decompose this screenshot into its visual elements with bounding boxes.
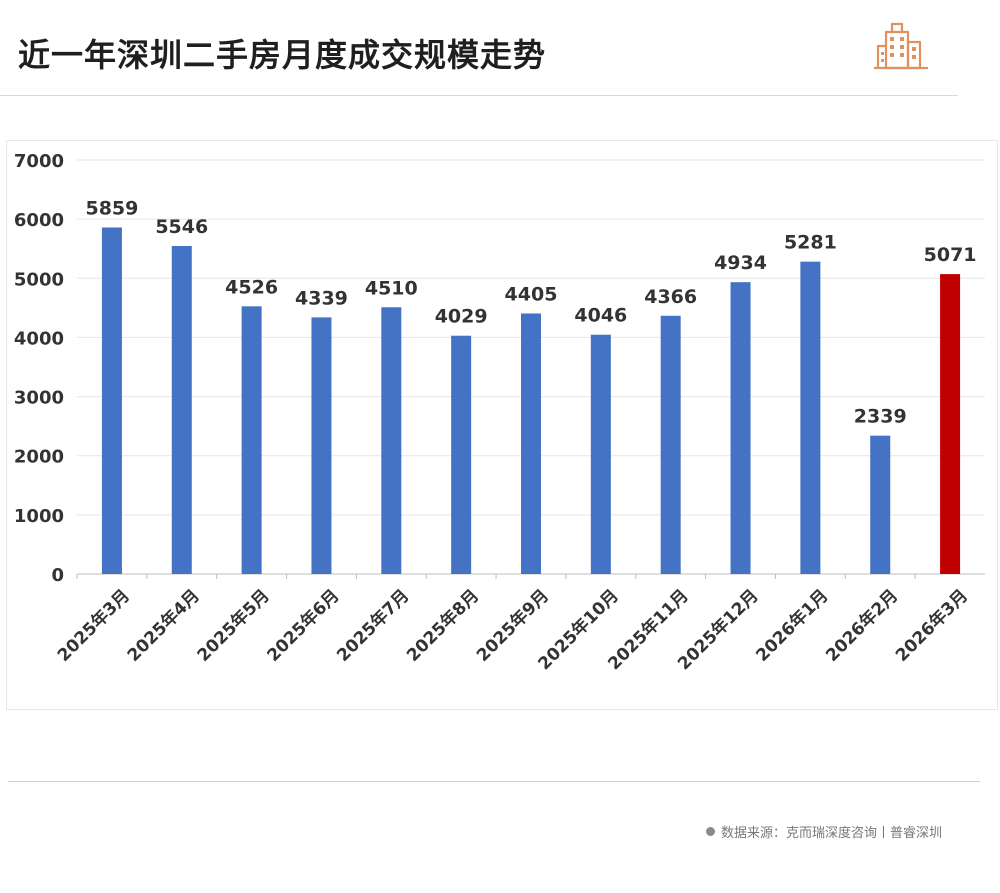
bar xyxy=(870,435,891,574)
plot-frame xyxy=(6,140,998,710)
data-label: 4934 xyxy=(714,252,767,274)
y-tick-label: 2000 xyxy=(14,447,64,468)
bar xyxy=(940,274,961,574)
data-label: 4526 xyxy=(225,276,278,298)
y-tick-label: 4000 xyxy=(14,328,64,349)
bar xyxy=(660,315,681,574)
bar xyxy=(800,261,821,574)
y-tick-label: 1000 xyxy=(14,506,64,527)
data-label: 2339 xyxy=(854,406,907,428)
bar xyxy=(241,306,262,574)
data-label: 4366 xyxy=(644,286,697,308)
y-tick-label: 6000 xyxy=(14,210,64,231)
x-tick-label: 2025年4月 xyxy=(123,585,204,666)
bar xyxy=(311,317,332,574)
bar xyxy=(381,307,402,574)
data-label: 4510 xyxy=(365,277,418,299)
data-label: 5071 xyxy=(924,244,977,266)
page-title: 近一年深圳二手房月度成交规模走势 xyxy=(18,36,547,74)
x-tick-label: 2025年7月 xyxy=(333,585,414,666)
bar-chart: 0 1000 2000 3000 4000 5000 6000 7000 5859 2025年3月… xyxy=(14,151,985,674)
y-tick-label: 3000 xyxy=(14,388,64,409)
data-label: 5281 xyxy=(784,232,837,254)
bar xyxy=(521,313,541,574)
x-tick-label: 2025年8月 xyxy=(402,585,483,666)
source-note: 数据来源：克而瑞深度咨询丨普睿深圳 xyxy=(705,822,942,841)
bar xyxy=(101,227,122,574)
data-label: 5546 xyxy=(155,216,208,238)
bar xyxy=(451,335,472,574)
data-label: 4405 xyxy=(505,283,558,305)
bar xyxy=(590,334,611,574)
source-text: 数据来源：克而瑞深度咨询丨普睿深圳 xyxy=(720,826,942,841)
y-tick-label: 7000 xyxy=(14,151,64,172)
x-tick-label: 2025年5月 xyxy=(193,585,274,666)
x-tick-label: 2025年3月 xyxy=(53,585,134,666)
data-label: 4046 xyxy=(574,305,627,327)
y-tick-label: 5000 xyxy=(14,269,64,290)
buildings-icon xyxy=(874,22,928,70)
bullet-icon xyxy=(705,827,715,836)
x-tick-label: 2025年6月 xyxy=(263,585,344,666)
data-label: 5859 xyxy=(85,197,138,219)
title-divider xyxy=(0,95,958,96)
bar xyxy=(730,282,751,574)
footer-divider xyxy=(8,781,980,782)
x-tick-label: 2026年1月 xyxy=(752,585,833,666)
bar xyxy=(171,245,192,574)
x-tick-label: 2026年2月 xyxy=(822,585,903,666)
y-tick-label: 0 xyxy=(51,565,64,586)
x-tick-label: 2026年3月 xyxy=(891,585,972,666)
data-label: 4339 xyxy=(295,287,348,309)
data-label: 4029 xyxy=(435,306,488,328)
